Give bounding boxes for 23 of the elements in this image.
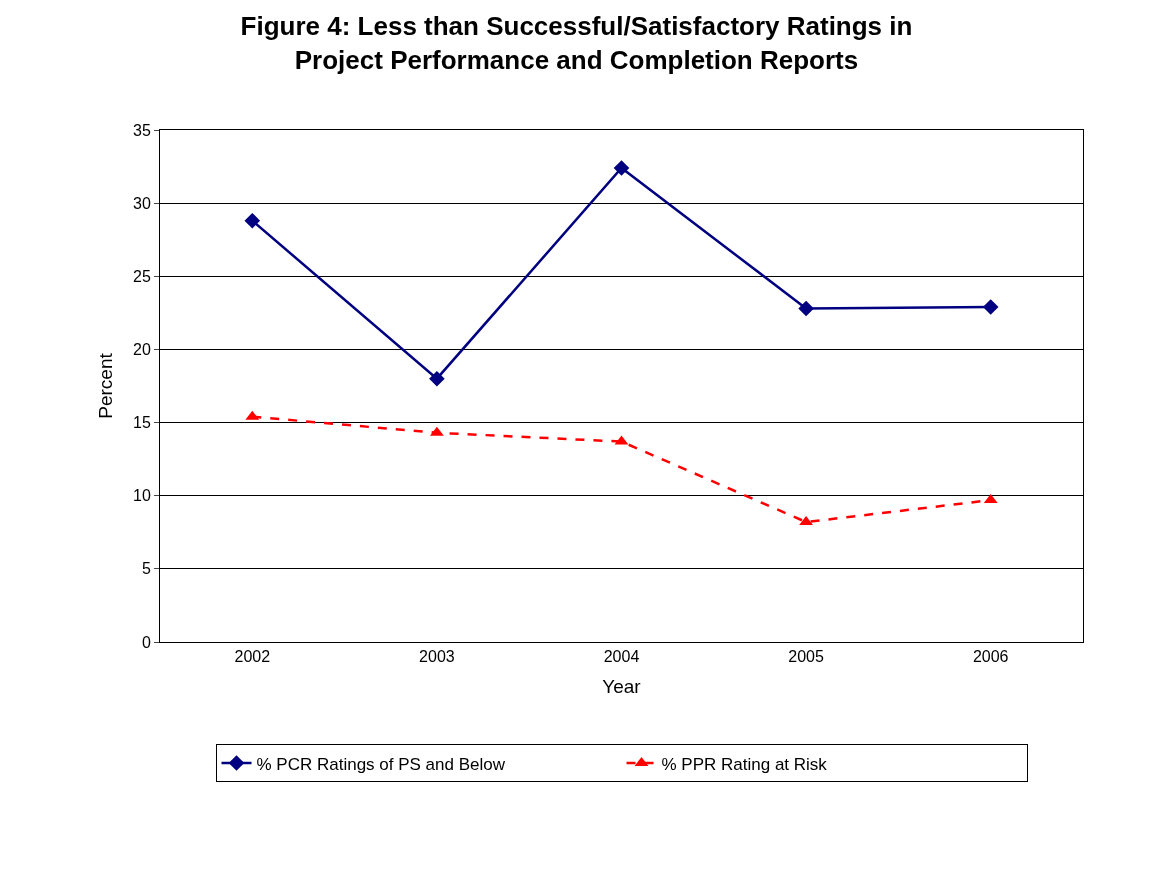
x-tick-label: 2004 [603,648,640,666]
y-axis-title: Percent [94,352,116,419]
x-tick-label: 2002 [234,648,271,666]
y-tick-label: 30 [133,194,151,212]
point [613,160,630,176]
y-tick-label: 15 [133,414,151,432]
x-axis-title: Year [602,676,642,697]
y-tick-label: 10 [133,487,151,505]
x-tick-label: 2005 [788,648,824,666]
x-tick-label: 2003 [419,648,455,666]
legend-label: % PPR Rating at Risk [661,754,828,774]
point [429,370,445,387]
point [244,212,261,229]
y-tick-label: 35 [133,121,151,139]
x-tick-label: 2006 [972,648,1009,666]
y-tick-label: 25 [133,267,151,285]
y-tick-label: 20 [133,341,151,359]
y-tick-label: 0 [141,633,151,651]
chart-title: Figure 4: Less than Successful/Satisfactory Ratings in Project Performance and Completion Reports [240,10,913,75]
legend-label: % PCR Ratings of PS and Below [256,754,506,774]
y-tick-label: 5 [141,560,151,578]
point [798,300,814,317]
point [982,299,999,315]
